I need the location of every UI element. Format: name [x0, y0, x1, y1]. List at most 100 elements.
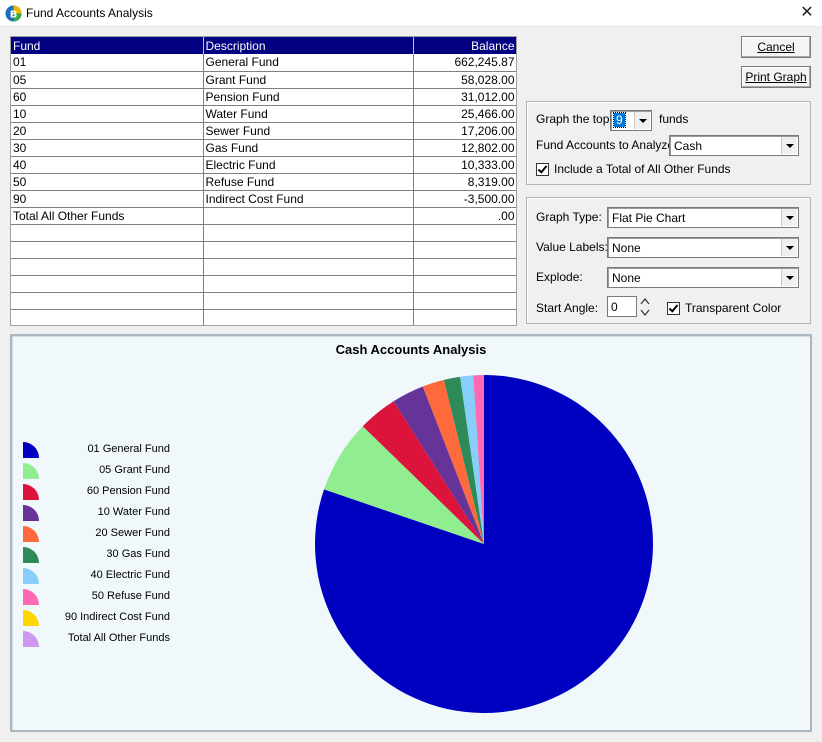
legend-item: 01 General Fund [22, 441, 182, 459]
spinner-arrows-icon[interactable] [639, 296, 651, 318]
legend-label: 50 Refuse Fund [91, 590, 170, 602]
legend-item: 30 Gas Fund [22, 546, 182, 564]
value-labels-select[interactable]: None [607, 237, 799, 258]
cell-balance [413, 309, 516, 325]
fund-accounts-select[interactable]: Cash [669, 135, 799, 156]
graph-top-value: 9 [613, 112, 626, 128]
legend-label: 20 Sewer Fund [95, 527, 170, 539]
column-header-balance[interactable]: Balance [413, 37, 516, 54]
legend-item: 90 Indirect Cost Fund [22, 609, 182, 627]
cell-description [203, 309, 414, 325]
include-total-label: Include a Total of All Other Funds [554, 162, 731, 176]
chevron-down-icon[interactable] [781, 269, 797, 286]
cell-description: Gas Fund [203, 139, 414, 157]
pie-chart [315, 375, 654, 713]
chevron-down-icon[interactable] [781, 137, 797, 154]
legend-item: Total All Other Funds [22, 630, 182, 648]
table-row[interactable]: 30 Gas Fund 12,802.00 [11, 139, 516, 157]
column-header-fund[interactable]: Fund [11, 37, 204, 54]
table-row[interactable] [11, 292, 516, 310]
legend-swatch-icon [23, 526, 39, 542]
start-angle-value: 0 [611, 300, 618, 314]
table-row[interactable] [11, 275, 516, 293]
legend-label: 60 Pension Fund [86, 485, 170, 497]
close-icon[interactable]: ✕ [800, 4, 814, 21]
cell-fund: Total All Other Funds [11, 207, 204, 225]
table-row[interactable]: 50 Refuse Fund 8,319.00 [11, 173, 516, 191]
cell-balance [413, 292, 516, 310]
explode-label: Explode: [536, 270, 583, 284]
print-graph-button[interactable]: Print Graph [741, 66, 811, 88]
pie-slice [473, 375, 484, 544]
legend-label: Total All Other Funds [67, 632, 170, 644]
app-icon: B [5, 5, 22, 22]
cell-fund [11, 309, 204, 325]
cell-description [203, 224, 414, 242]
include-total-checkbox[interactable] [536, 163, 549, 176]
cell-balance: -3,500.00 [413, 190, 516, 208]
table-row[interactable]: 40 Electric Fund 10,333.00 [11, 156, 516, 174]
chevron-down-icon[interactable] [634, 112, 650, 129]
legend-label: 10 Water Fund [97, 506, 170, 518]
table-row[interactable] [11, 309, 516, 325]
legend-item: 20 Sewer Fund [22, 525, 182, 543]
window-title: Fund Accounts Analysis [26, 6, 153, 20]
cell-fund [11, 224, 204, 242]
legend-swatch-icon [23, 568, 39, 584]
table-row[interactable] [11, 258, 516, 276]
cell-description: Refuse Fund [203, 173, 414, 191]
cell-fund: 90 [11, 190, 204, 208]
cell-balance: 58,028.00 [413, 71, 516, 89]
legend-swatch-icon [23, 463, 39, 479]
table-row[interactable]: 90 Indirect Cost Fund -3,500.00 [11, 190, 516, 208]
cell-balance: 25,466.00 [413, 105, 516, 123]
table-row[interactable]: 10 Water Fund 25,466.00 [11, 105, 516, 123]
legend-item: 10 Water Fund [22, 504, 182, 522]
legend-label: 40 Electric Fund [90, 569, 170, 581]
legend-label: 30 Gas Fund [106, 548, 170, 560]
cell-description [203, 241, 414, 259]
table-row[interactable]: Total All Other Funds .00 [11, 207, 516, 225]
cell-description: Pension Fund [203, 88, 414, 106]
transparent-color-checkbox[interactable] [667, 302, 680, 315]
cell-balance: 10,333.00 [413, 156, 516, 174]
legend-label: 05 Grant Fund [99, 464, 170, 476]
pie-slice [443, 376, 484, 544]
start-angle-input[interactable]: 0 [607, 296, 637, 317]
explode-value: None [612, 271, 641, 285]
funds-label: funds [659, 112, 689, 126]
cell-fund: 60 [11, 88, 204, 106]
legend-item: 05 Grant Fund [22, 462, 182, 480]
graph-type-label: Graph Type: [536, 210, 602, 224]
cell-description: Grant Fund [203, 71, 414, 89]
legend-item: 60 Pension Fund [22, 483, 182, 501]
graph-type-select[interactable]: Flat Pie Chart [607, 207, 799, 228]
title-bar: B Fund Accounts Analysis ✕ [0, 0, 822, 27]
cell-description: Water Fund [203, 105, 414, 123]
pie-slice [460, 375, 484, 544]
table-row[interactable] [11, 224, 516, 242]
cell-balance: 662,245.87 [413, 54, 516, 72]
start-angle-label: Start Angle: [536, 301, 599, 315]
graph-top-select[interactable]: 9 [610, 110, 652, 131]
pie-slice [315, 375, 654, 713]
cell-fund: 10 [11, 105, 204, 123]
explode-select[interactable]: None [607, 267, 799, 288]
table-row[interactable]: 60 Pension Fund 31,012.00 [11, 88, 516, 106]
chart-area: Cash Accounts Analysis 01 General Fund 05… [10, 334, 812, 732]
table-row[interactable]: 05 Grant Fund 58,028.00 [11, 71, 516, 89]
chevron-down-icon[interactable] [781, 209, 797, 226]
fund-accounts-value: Cash [674, 139, 703, 153]
fund-balance-grid[interactable]: Fund Description Balance 01 General Fund 6… [10, 36, 517, 326]
column-header-description[interactable]: Description [203, 37, 414, 54]
table-row[interactable]: 01 General Fund 662,245.87 [11, 54, 516, 72]
cancel-button[interactable]: Cancel [741, 36, 811, 58]
graph-type-value: Flat Pie Chart [612, 211, 686, 225]
cell-balance [413, 224, 516, 242]
legend-swatch-icon [23, 484, 39, 500]
table-row[interactable] [11, 241, 516, 259]
cell-balance: 17,206.00 [413, 122, 516, 140]
legend-swatch-icon [23, 610, 39, 626]
chevron-down-icon[interactable] [781, 239, 797, 256]
table-row[interactable]: 20 Sewer Fund 17,206.00 [11, 122, 516, 140]
